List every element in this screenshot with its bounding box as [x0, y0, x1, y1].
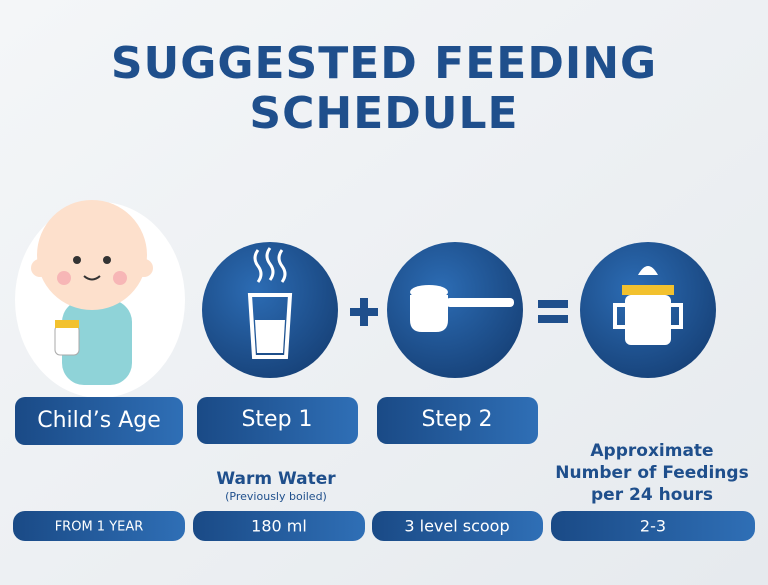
- value-label: 2-3: [640, 517, 666, 536]
- equals-sign: [538, 300, 568, 323]
- value-label: FROM 1 YEAR: [55, 520, 144, 535]
- value-label: 180 ml: [251, 517, 307, 536]
- cup-icon: [580, 242, 716, 378]
- baby-illustration: [15, 200, 185, 398]
- value-pill: [372, 511, 543, 541]
- header-label: Step 2: [421, 407, 492, 432]
- subtitle: Approximate: [590, 441, 713, 461]
- subtitle: Warm Water: [216, 469, 336, 489]
- header-label: Step 1: [241, 407, 312, 432]
- value-pill: [193, 511, 365, 541]
- plus-sign: [350, 298, 378, 326]
- value-pill: [551, 511, 755, 541]
- title-line: SUGGESTED FEEDING: [111, 38, 657, 89]
- header-pill: [15, 397, 183, 445]
- header-pill: [377, 397, 538, 444]
- subtitle: Number of Feedings: [555, 463, 748, 483]
- value-label: 3 level scoop: [404, 517, 509, 536]
- value-pill: [13, 511, 185, 541]
- scoop-icon: [387, 242, 523, 378]
- header-label: Child’s Age: [37, 408, 161, 433]
- header-pill: [197, 397, 358, 444]
- subtitle: per 24 hours: [591, 485, 713, 505]
- note: (Previously boiled): [225, 490, 327, 503]
- water-icon: [202, 242, 338, 378]
- title-line: SCHEDULE: [249, 88, 518, 139]
